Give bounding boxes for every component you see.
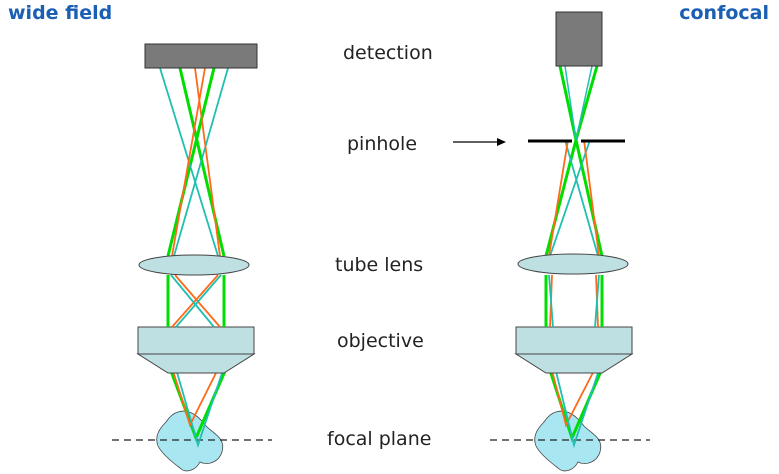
wide-field-objective-taper	[136, 353, 256, 374]
wide-field-sample	[156, 410, 224, 472]
wide-field-detector	[144, 43, 258, 69]
wide-field-setup	[112, 43, 272, 472]
label-objective: objective	[337, 330, 424, 352]
wide-field-rays-middle	[166, 274, 226, 328]
wide-field-objective-body	[137, 326, 255, 355]
confocal-detector	[555, 11, 603, 67]
confocal-title: confocal	[679, 2, 769, 24]
confocal-setup	[490, 11, 650, 472]
confocal-rays-lower	[543, 354, 610, 449]
confocal-rays-middle	[544, 274, 604, 328]
confocal-objective-taper	[514, 353, 634, 374]
label-detection: detection	[343, 42, 433, 64]
label-pinhole: pinhole	[347, 133, 418, 155]
wide-field-rays-upper	[159, 67, 229, 257]
confocal-objective-body	[515, 326, 633, 355]
pinhole-arrow	[453, 138, 506, 146]
confocal-sample	[534, 410, 602, 472]
confocal-tube-lens	[517, 253, 629, 275]
label-focal-plane: focal plane	[327, 428, 432, 450]
wide-field-tube-lens	[138, 254, 250, 276]
wide-field-title: wide field	[8, 2, 113, 24]
label-tube-lens: tube lens	[335, 254, 424, 276]
confocal-rays-top	[558, 65, 599, 141]
confocal-rays-upper	[544, 139, 604, 257]
wide-field-rays-lower	[163, 354, 234, 449]
